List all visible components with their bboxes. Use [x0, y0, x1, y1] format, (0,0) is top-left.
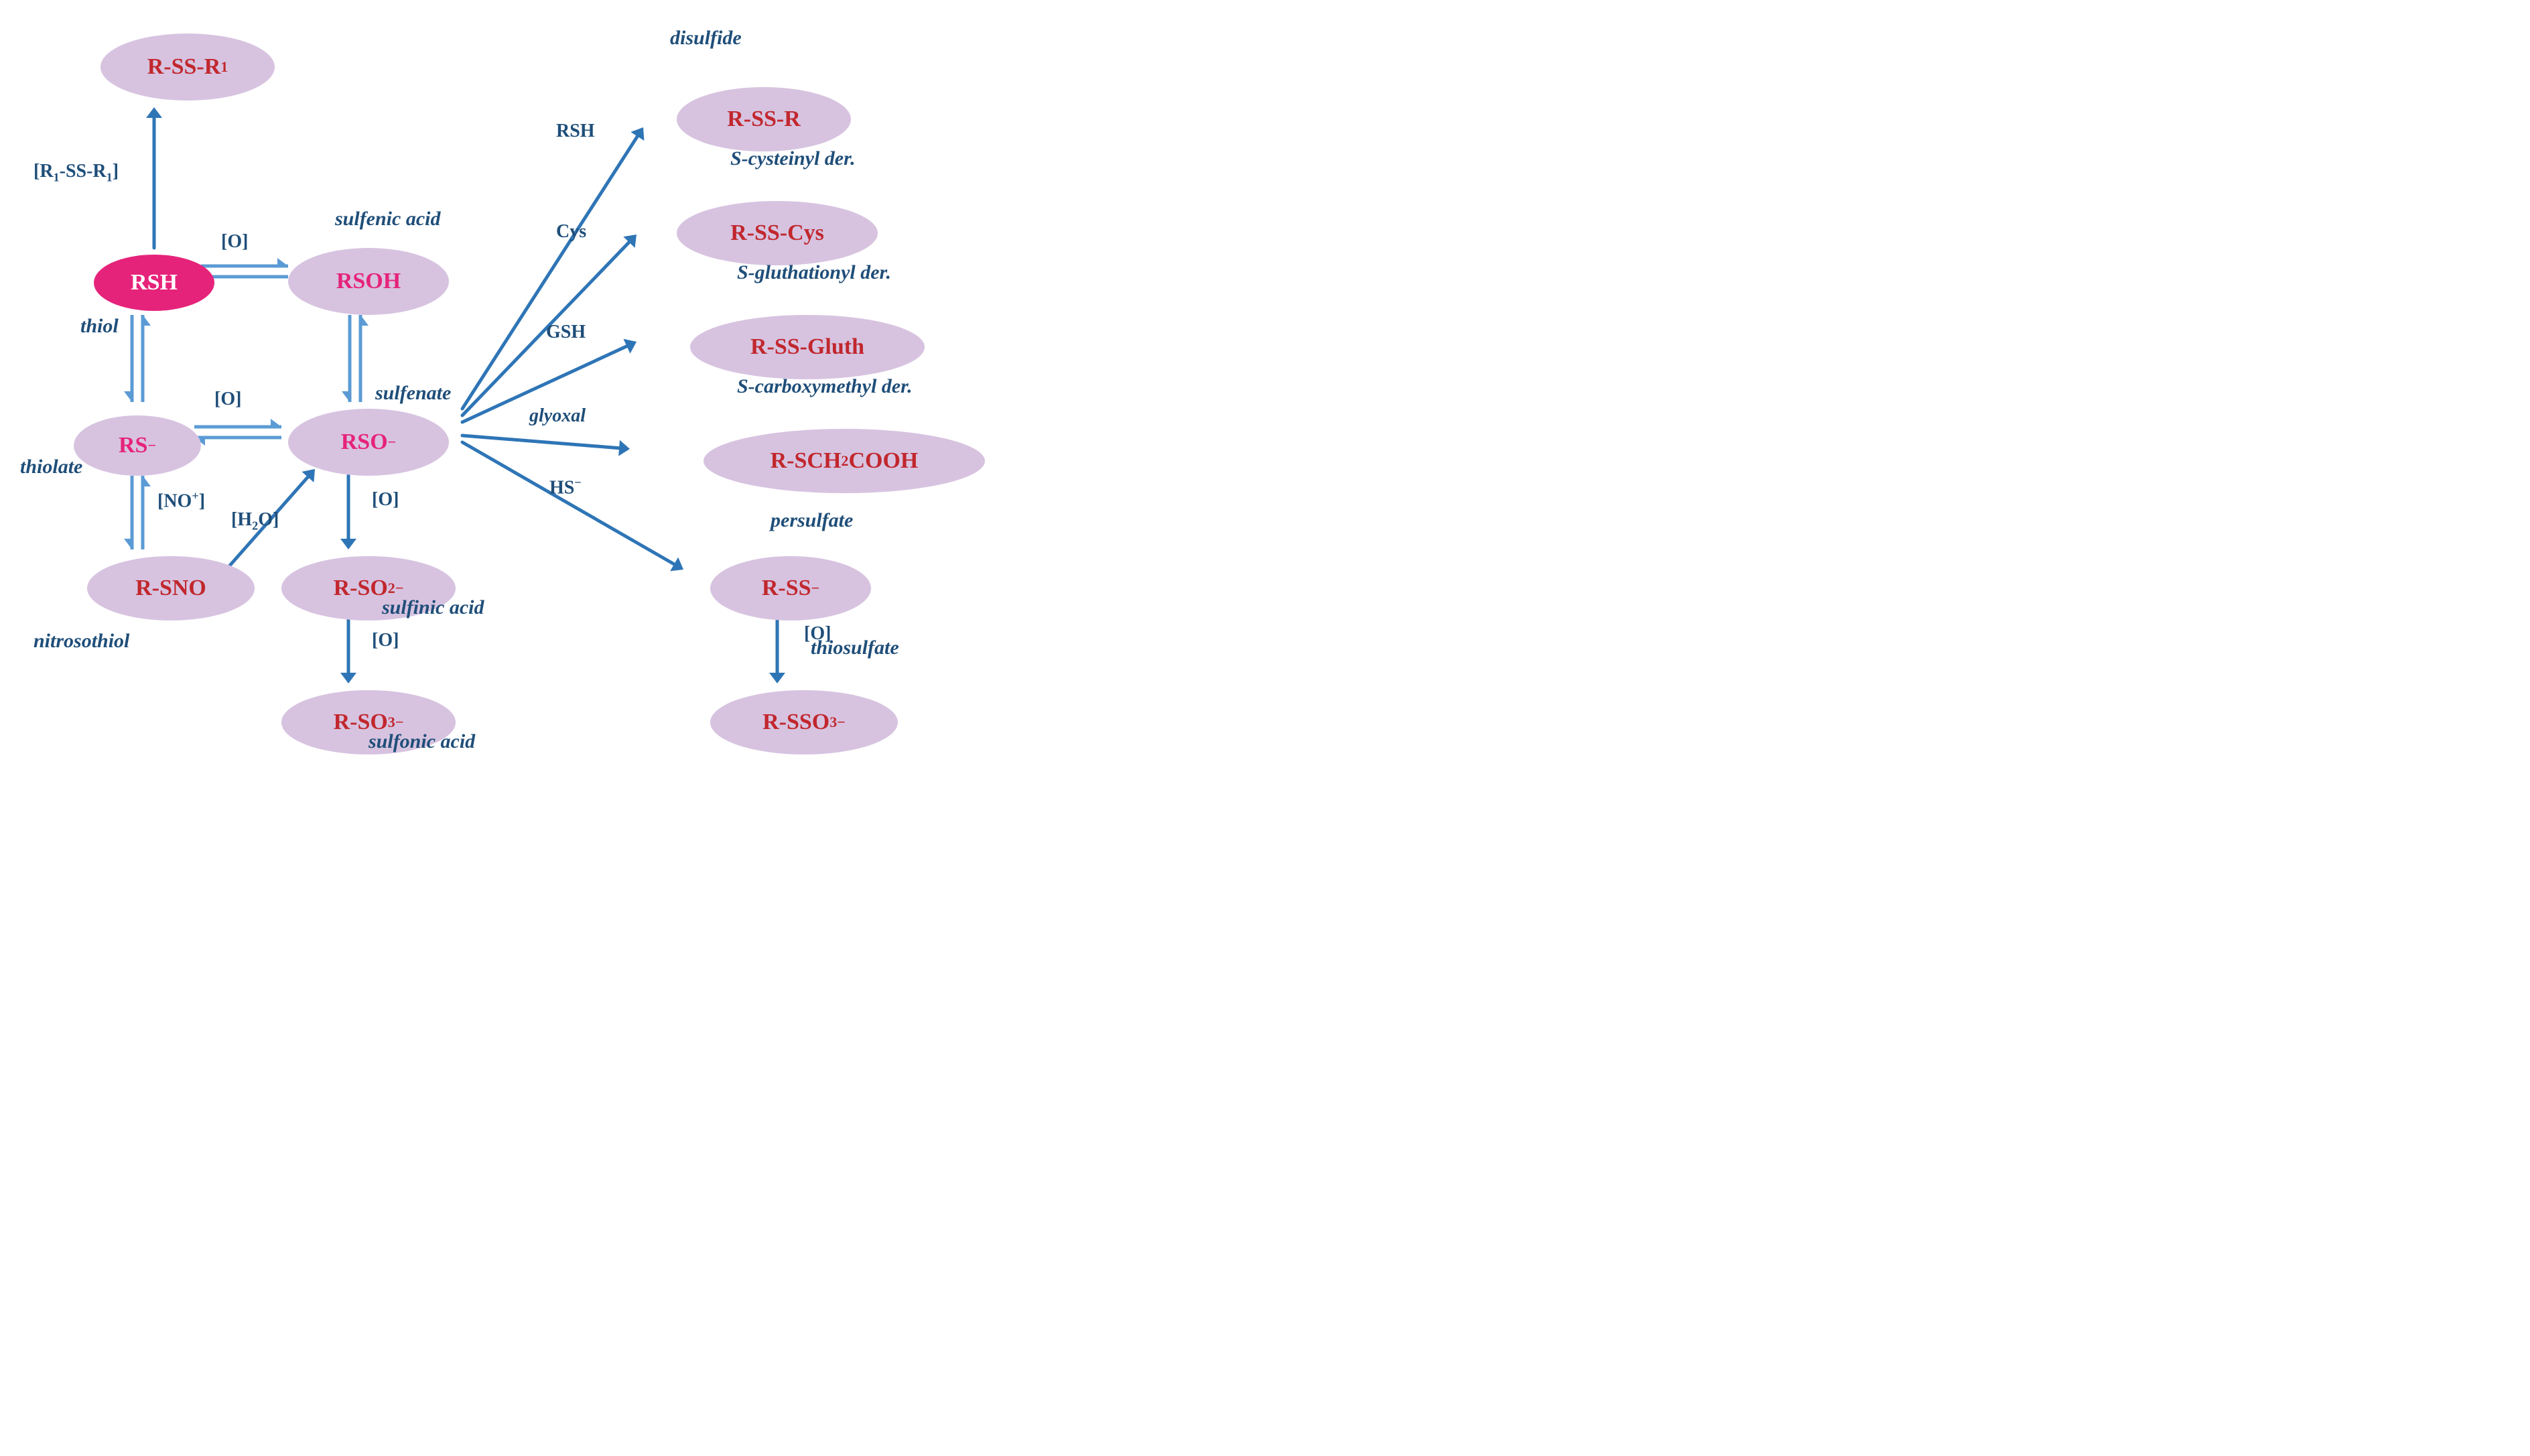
node-rsh: RSH — [94, 255, 214, 311]
node-rsch2: R-SCH2COOH — [704, 429, 985, 493]
edgelabel-no: [NO+] — [157, 489, 205, 512]
arrow — [462, 442, 683, 571]
name-thiol: thiol — [80, 315, 119, 338]
arrow — [462, 436, 630, 456]
equil-arrow — [143, 476, 151, 549]
equil-arrow — [194, 438, 281, 446]
equil-arrow — [143, 315, 151, 402]
node-rssgluth: R-SS-Gluth — [690, 315, 925, 379]
node-rss: R-SS− — [710, 556, 871, 620]
equil-arrow — [124, 476, 132, 549]
name-nitrosothiol: nitrosothiol — [34, 630, 129, 653]
edgelabel-fan_hs: HS− — [549, 476, 582, 499]
name-scys: S-cysteinyl der. — [730, 147, 856, 170]
equil-arrow — [201, 258, 288, 266]
node-rsso3: R-SSO3− — [710, 690, 898, 754]
node-rsscys: R-SS-Cys — [677, 201, 878, 265]
equil-arrow — [342, 315, 350, 402]
edgelabel-o_rs_rso: [O] — [214, 389, 241, 410]
name-scarb: S-carboxymethyl der. — [737, 375, 913, 398]
node-rs: RS− — [74, 415, 201, 476]
arrow — [340, 476, 356, 549]
edgelabel-fan_gsh: GSH — [546, 322, 586, 343]
node-rsno: R-SNO — [87, 556, 255, 620]
edgelabel-fan_rsh: RSH — [556, 121, 595, 142]
name-persulf: persulfate — [771, 509, 853, 532]
name-sulfonic: sulfonic acid — [369, 730, 475, 753]
node-rssr: R-SS-R — [677, 87, 851, 151]
equil-arrow — [124, 315, 132, 402]
node-rsoh: RSOH — [288, 248, 449, 315]
edgelabel-r1ssr1: [R1-SS-R1] — [34, 161, 119, 185]
arrow — [462, 127, 644, 409]
arrow — [769, 616, 785, 683]
edgelabel-o_rsh_rsoh: [O] — [221, 231, 248, 253]
name-sulfenate: sulfenate — [375, 382, 451, 405]
edgelabel-o_rso2_rso3: [O] — [372, 630, 399, 651]
edgelabel-o_rss_rsso3: [O] — [804, 623, 831, 645]
name-thiolate: thiolate — [20, 456, 82, 478]
edgelabel-o_rso_rso2: [O] — [372, 489, 399, 511]
edgelabel-h2o: [H2O] — [231, 509, 279, 533]
name-sulfenic: sulfenic acid — [335, 208, 441, 230]
name-sulfinic: sulfinic acid — [382, 596, 484, 619]
name-sgluth: S-gluthationyl der. — [737, 261, 891, 284]
arrow — [146, 107, 162, 248]
arrow — [340, 616, 356, 683]
equil-arrow — [360, 315, 369, 402]
node-rso: RSO− — [288, 409, 449, 476]
diagram-stage: R-SS-R1RSHRSOHRS−RSO−R-SNOR-SO2−R-SO3−R-… — [0, 0, 1005, 771]
name-disulfide: disulfide — [670, 27, 742, 50]
edgelabel-fan_glyoxal: glyoxal — [529, 405, 586, 427]
equil-arrow — [194, 419, 281, 427]
edgelabel-fan_cys: Cys — [556, 221, 586, 243]
node-rssr1: R-SS-R1 — [101, 34, 275, 101]
